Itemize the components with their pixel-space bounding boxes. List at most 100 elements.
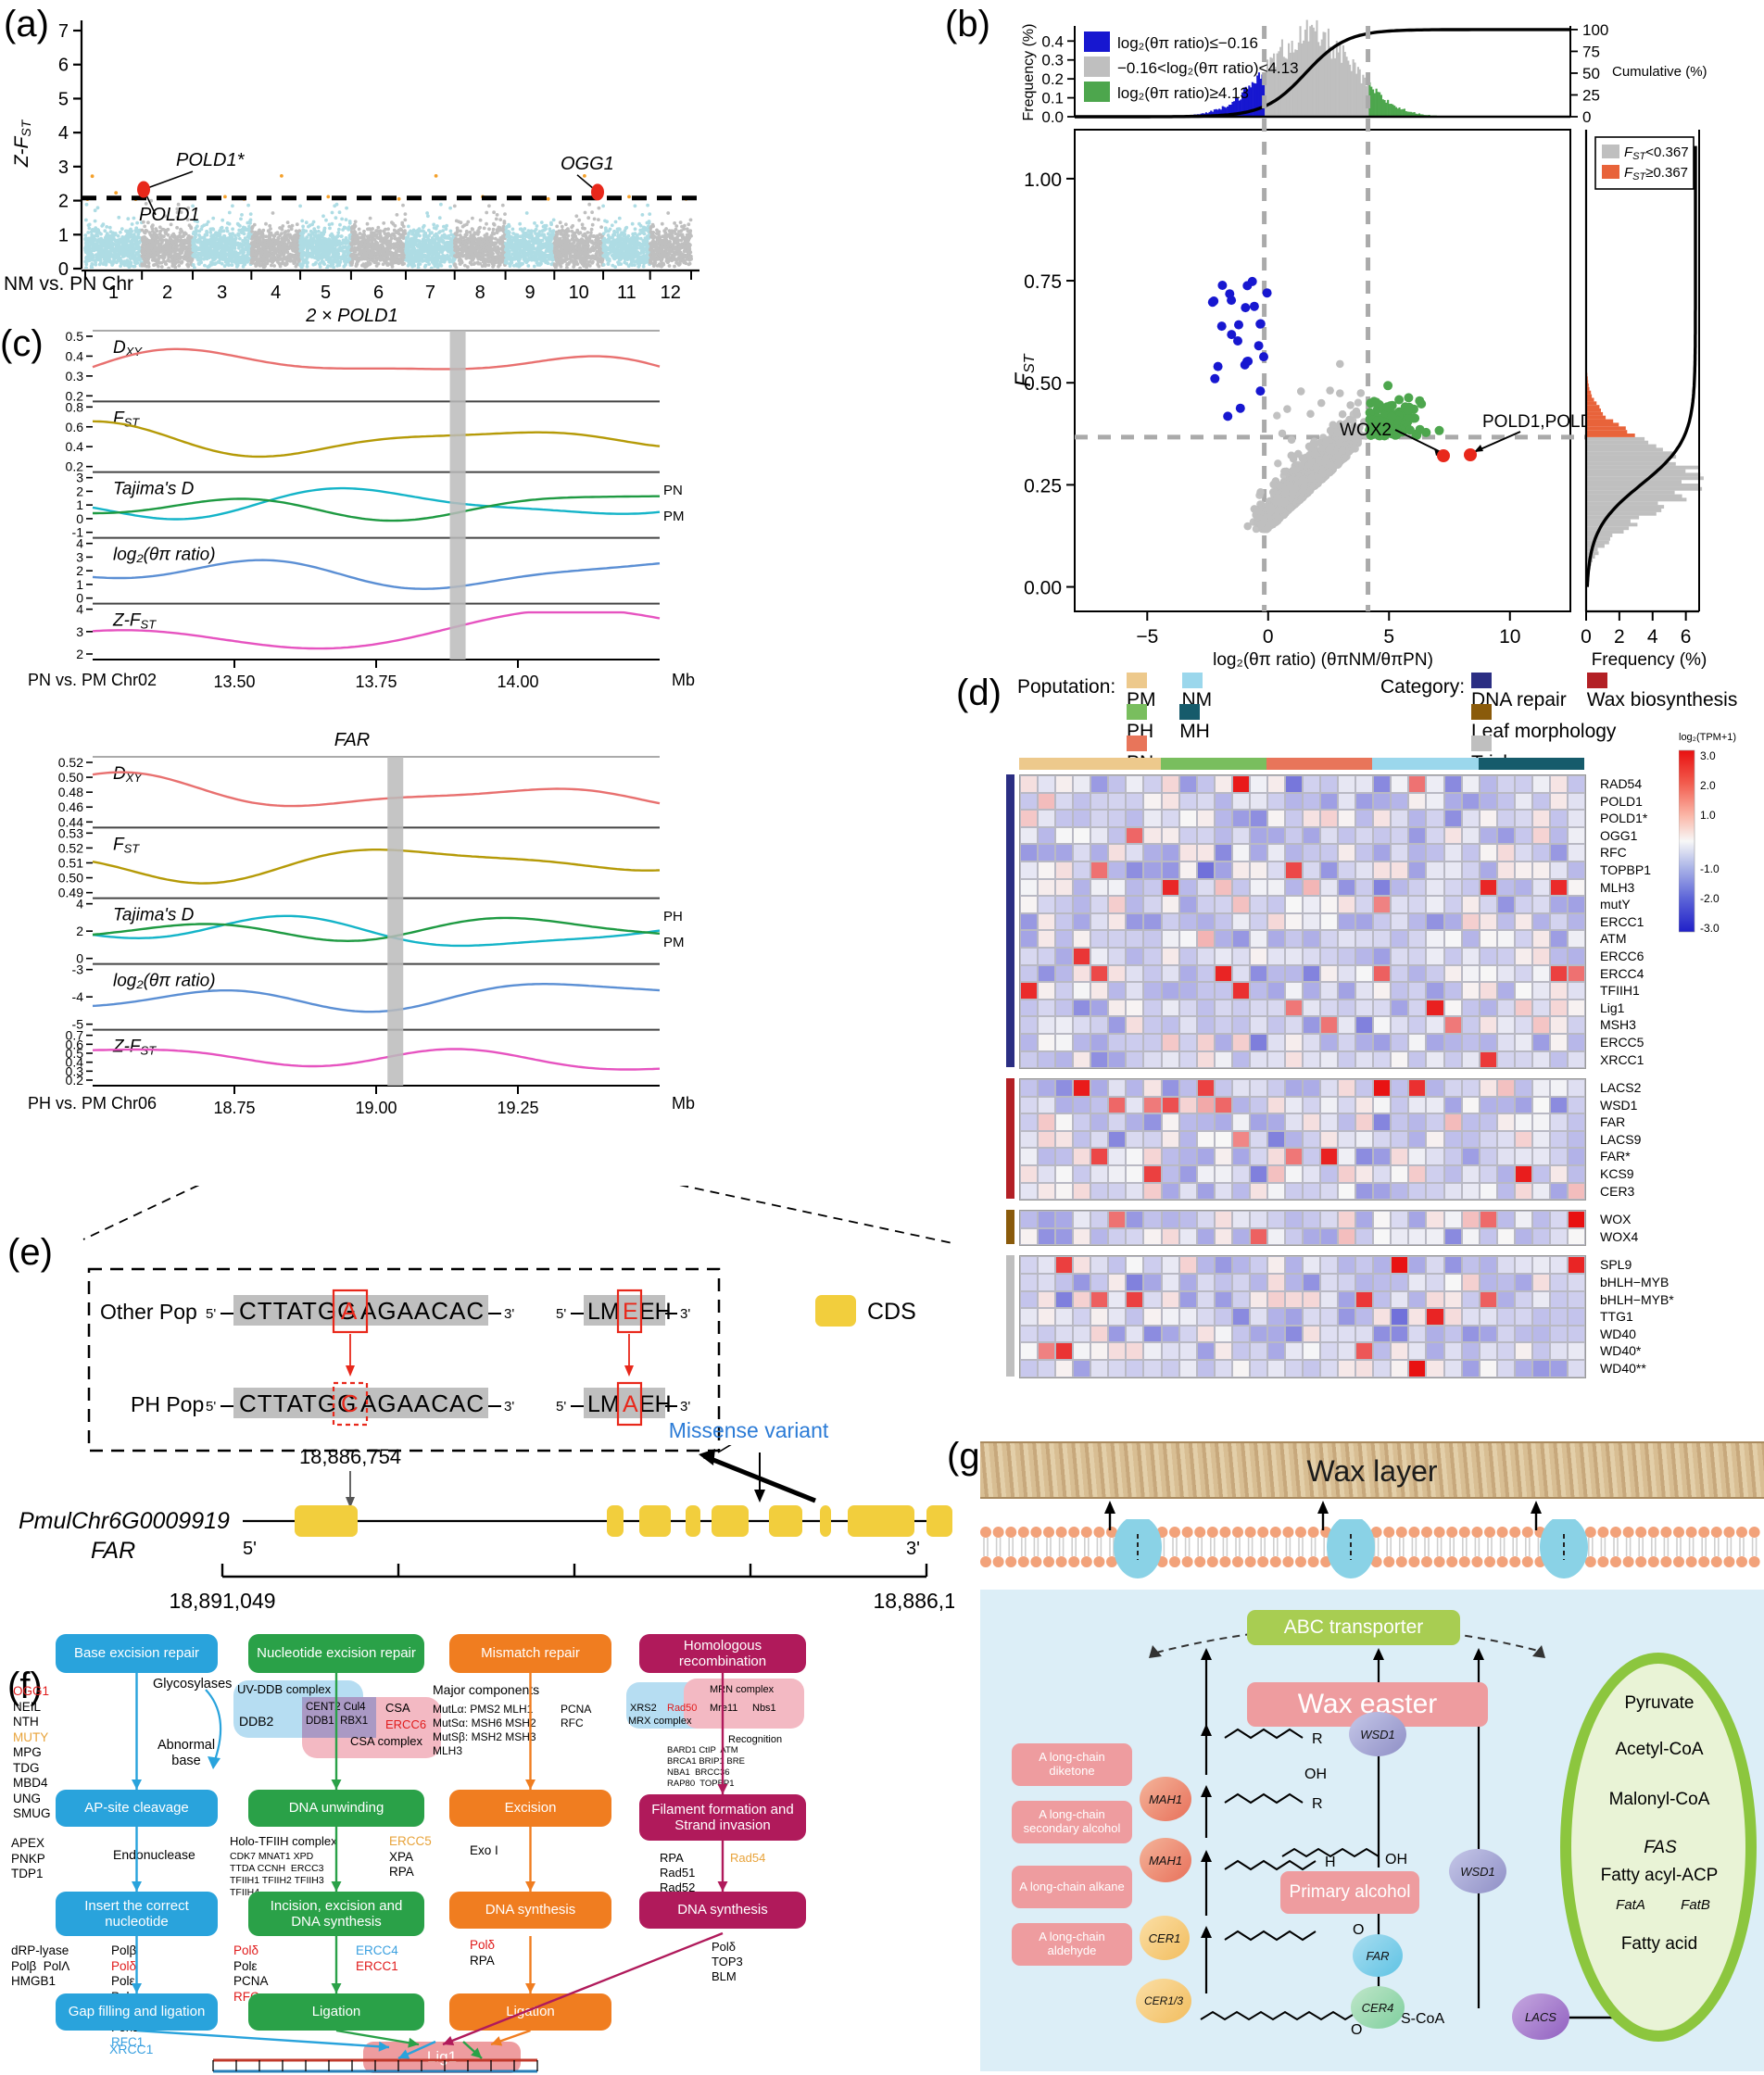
heatmap-cell [1461, 810, 1480, 827]
pathway-step-excision[interactable]: Excision [449, 1790, 611, 1827]
pathway-step-gap-filling[interactable]: Gap filling and ligation [56, 1993, 218, 2031]
membrane-svg [980, 1519, 1760, 1578]
pathway-title-base-excision-repair[interactable]: Base excision repair [56, 1634, 218, 1673]
heatmap-cell [1161, 792, 1179, 811]
heatmap-cell [1143, 1256, 1162, 1275]
heatmap-cell [1143, 964, 1162, 983]
pathway-title-mismatch-repair[interactable]: Mismatch repair [449, 1634, 611, 1673]
pathway-step-insert-nucleotide[interactable]: Insert the correct nucleotide [56, 1892, 218, 1936]
heatmap-cell [1143, 1050, 1162, 1069]
heatmap-cell [1496, 982, 1515, 1000]
gene-5prime: 5' [243, 1539, 257, 1559]
heatmap-cell [1161, 1360, 1179, 1377]
gene-row: RPA [389, 1865, 439, 1880]
heatmap-cell [1303, 810, 1321, 827]
heatmap-cell [1249, 1096, 1267, 1114]
population-legend-title: Poputation: [1017, 676, 1116, 698]
heatmap-cell [1426, 1050, 1444, 1069]
heatmap-cell [1408, 1274, 1427, 1291]
heatmap-cell [1338, 1096, 1356, 1114]
pathway-step-dna-synthesis-mmr[interactable]: DNA synthesis [449, 1892, 611, 1929]
pathway-step-dna-unwinding[interactable]: DNA unwinding [248, 1790, 424, 1827]
heatmap-cell [1391, 1290, 1409, 1309]
panel-c-ytick: 0 [76, 951, 83, 966]
heatmap-cell [1073, 964, 1091, 983]
fata-label: FatA [1616, 1897, 1645, 1913]
panel-c-ytick: 3 [76, 624, 83, 639]
panel-a-chrom-label: 1 [108, 283, 119, 303]
pathway-step-filament-formation[interactable]: Filament formation and Strand invasion [639, 1794, 806, 1841]
panel-c-xtick: 19.00 [355, 1099, 397, 1117]
heatmap-cell [1320, 1016, 1339, 1034]
heatmap-cell [1266, 896, 1285, 913]
pathway-step-ap-site-cleavage[interactable]: AP-site cleavage [56, 1790, 218, 1827]
enzyme-cer1-3: CER1/3 [1136, 1979, 1191, 2023]
heatmap-cell [1108, 861, 1127, 879]
heatmap-cell [1408, 1096, 1427, 1114]
heatmap-cell [1531, 1227, 1550, 1246]
heatmap-cell [1373, 930, 1392, 948]
heatmap-cell [1214, 1096, 1232, 1114]
pathway-title-homologous-recombination[interactable]: Homologous recombination [639, 1634, 806, 1673]
gene-row: ERCC5 [389, 1834, 439, 1850]
heatmap-cell [1567, 1227, 1585, 1246]
heatmap-cell [1073, 1050, 1091, 1069]
heatmap-cell [1073, 792, 1091, 811]
heatmap-cell [1090, 1079, 1109, 1097]
heatmap-cell [1284, 1211, 1303, 1228]
heatmap-cell [1038, 896, 1056, 913]
panel-b-hist-ylabel: Frequency (%) [1021, 24, 1037, 121]
heatmap-cell [1143, 1274, 1162, 1291]
heatmap-cell [1073, 1165, 1091, 1183]
pathway-step-incision-excision[interactable]: Incision, excision and DNA synthesis [248, 1892, 424, 1936]
heatmap-cell [1249, 1274, 1267, 1291]
heatmap-cell [1355, 1290, 1374, 1309]
heatmap-cell [1567, 896, 1585, 913]
lig1-box[interactable]: Lig1 [363, 2042, 521, 2073]
heatmap-cell [1038, 775, 1056, 793]
heatmap-cell [1108, 1360, 1127, 1377]
heatmap-cell [1196, 1227, 1215, 1246]
heatmap-cell [1126, 1290, 1144, 1309]
heatmap-cell [1214, 861, 1232, 879]
heatmap-cell [1320, 1182, 1339, 1201]
heatmap-row: LACS9 [1020, 1130, 1641, 1149]
heatmap-cell [1303, 775, 1321, 793]
gene-name: TDG [13, 1760, 40, 1775]
abc-transporter-label: ABC transporter [1283, 1616, 1424, 1639]
heatmap-cell [1020, 878, 1039, 897]
heatmap-cell [1391, 1016, 1409, 1034]
pathway-step-ligation-ner[interactable]: Ligation [248, 1993, 424, 2031]
heatmap-cell [1178, 1290, 1197, 1309]
heatmap-cell [1196, 878, 1215, 897]
heatmap-cell [1479, 1360, 1497, 1377]
pathway-step-dna-synthesis-hr[interactable]: DNA synthesis [639, 1892, 806, 1929]
panel-c-top-xunit: Mb [672, 671, 695, 689]
heatmap-cell [1338, 930, 1356, 948]
heatmap-cell [1426, 999, 1444, 1017]
heatmap-cell [1143, 1113, 1162, 1131]
heatmap-cell [1531, 1360, 1550, 1377]
heatmap-cell [1443, 844, 1462, 861]
heatmap-cell [1266, 1360, 1285, 1377]
gene-name: Polδ [111, 1958, 137, 1973]
panel-c-track-label: Z-FST [112, 1038, 157, 1058]
heatmap-cell [1549, 878, 1568, 897]
heatmap-cell [1249, 878, 1267, 897]
pathway-step-ligation-mmr[interactable]: Ligation [449, 1993, 611, 2031]
heatmap-cell [1514, 1290, 1532, 1309]
heatmap-cell [1373, 1016, 1392, 1034]
heatmap-cell [1090, 810, 1109, 827]
heatmap-cell [1126, 792, 1144, 811]
mmr-exo1-label: Exo I [470, 1843, 498, 1857]
heatmap-cell [1178, 1016, 1197, 1034]
heatmap-cell [1496, 999, 1515, 1017]
heatmap-cell [1461, 861, 1480, 879]
heatmap-cell [1161, 912, 1179, 931]
heatmap-cell [1090, 1148, 1109, 1166]
pathway-title-nucleotide-excision-repair[interactable]: Nucleotide excision repair [248, 1634, 424, 1673]
heatmap-cell [1303, 861, 1321, 879]
heatmap-cell [1161, 964, 1179, 983]
heatmap-cell [1143, 1182, 1162, 1201]
